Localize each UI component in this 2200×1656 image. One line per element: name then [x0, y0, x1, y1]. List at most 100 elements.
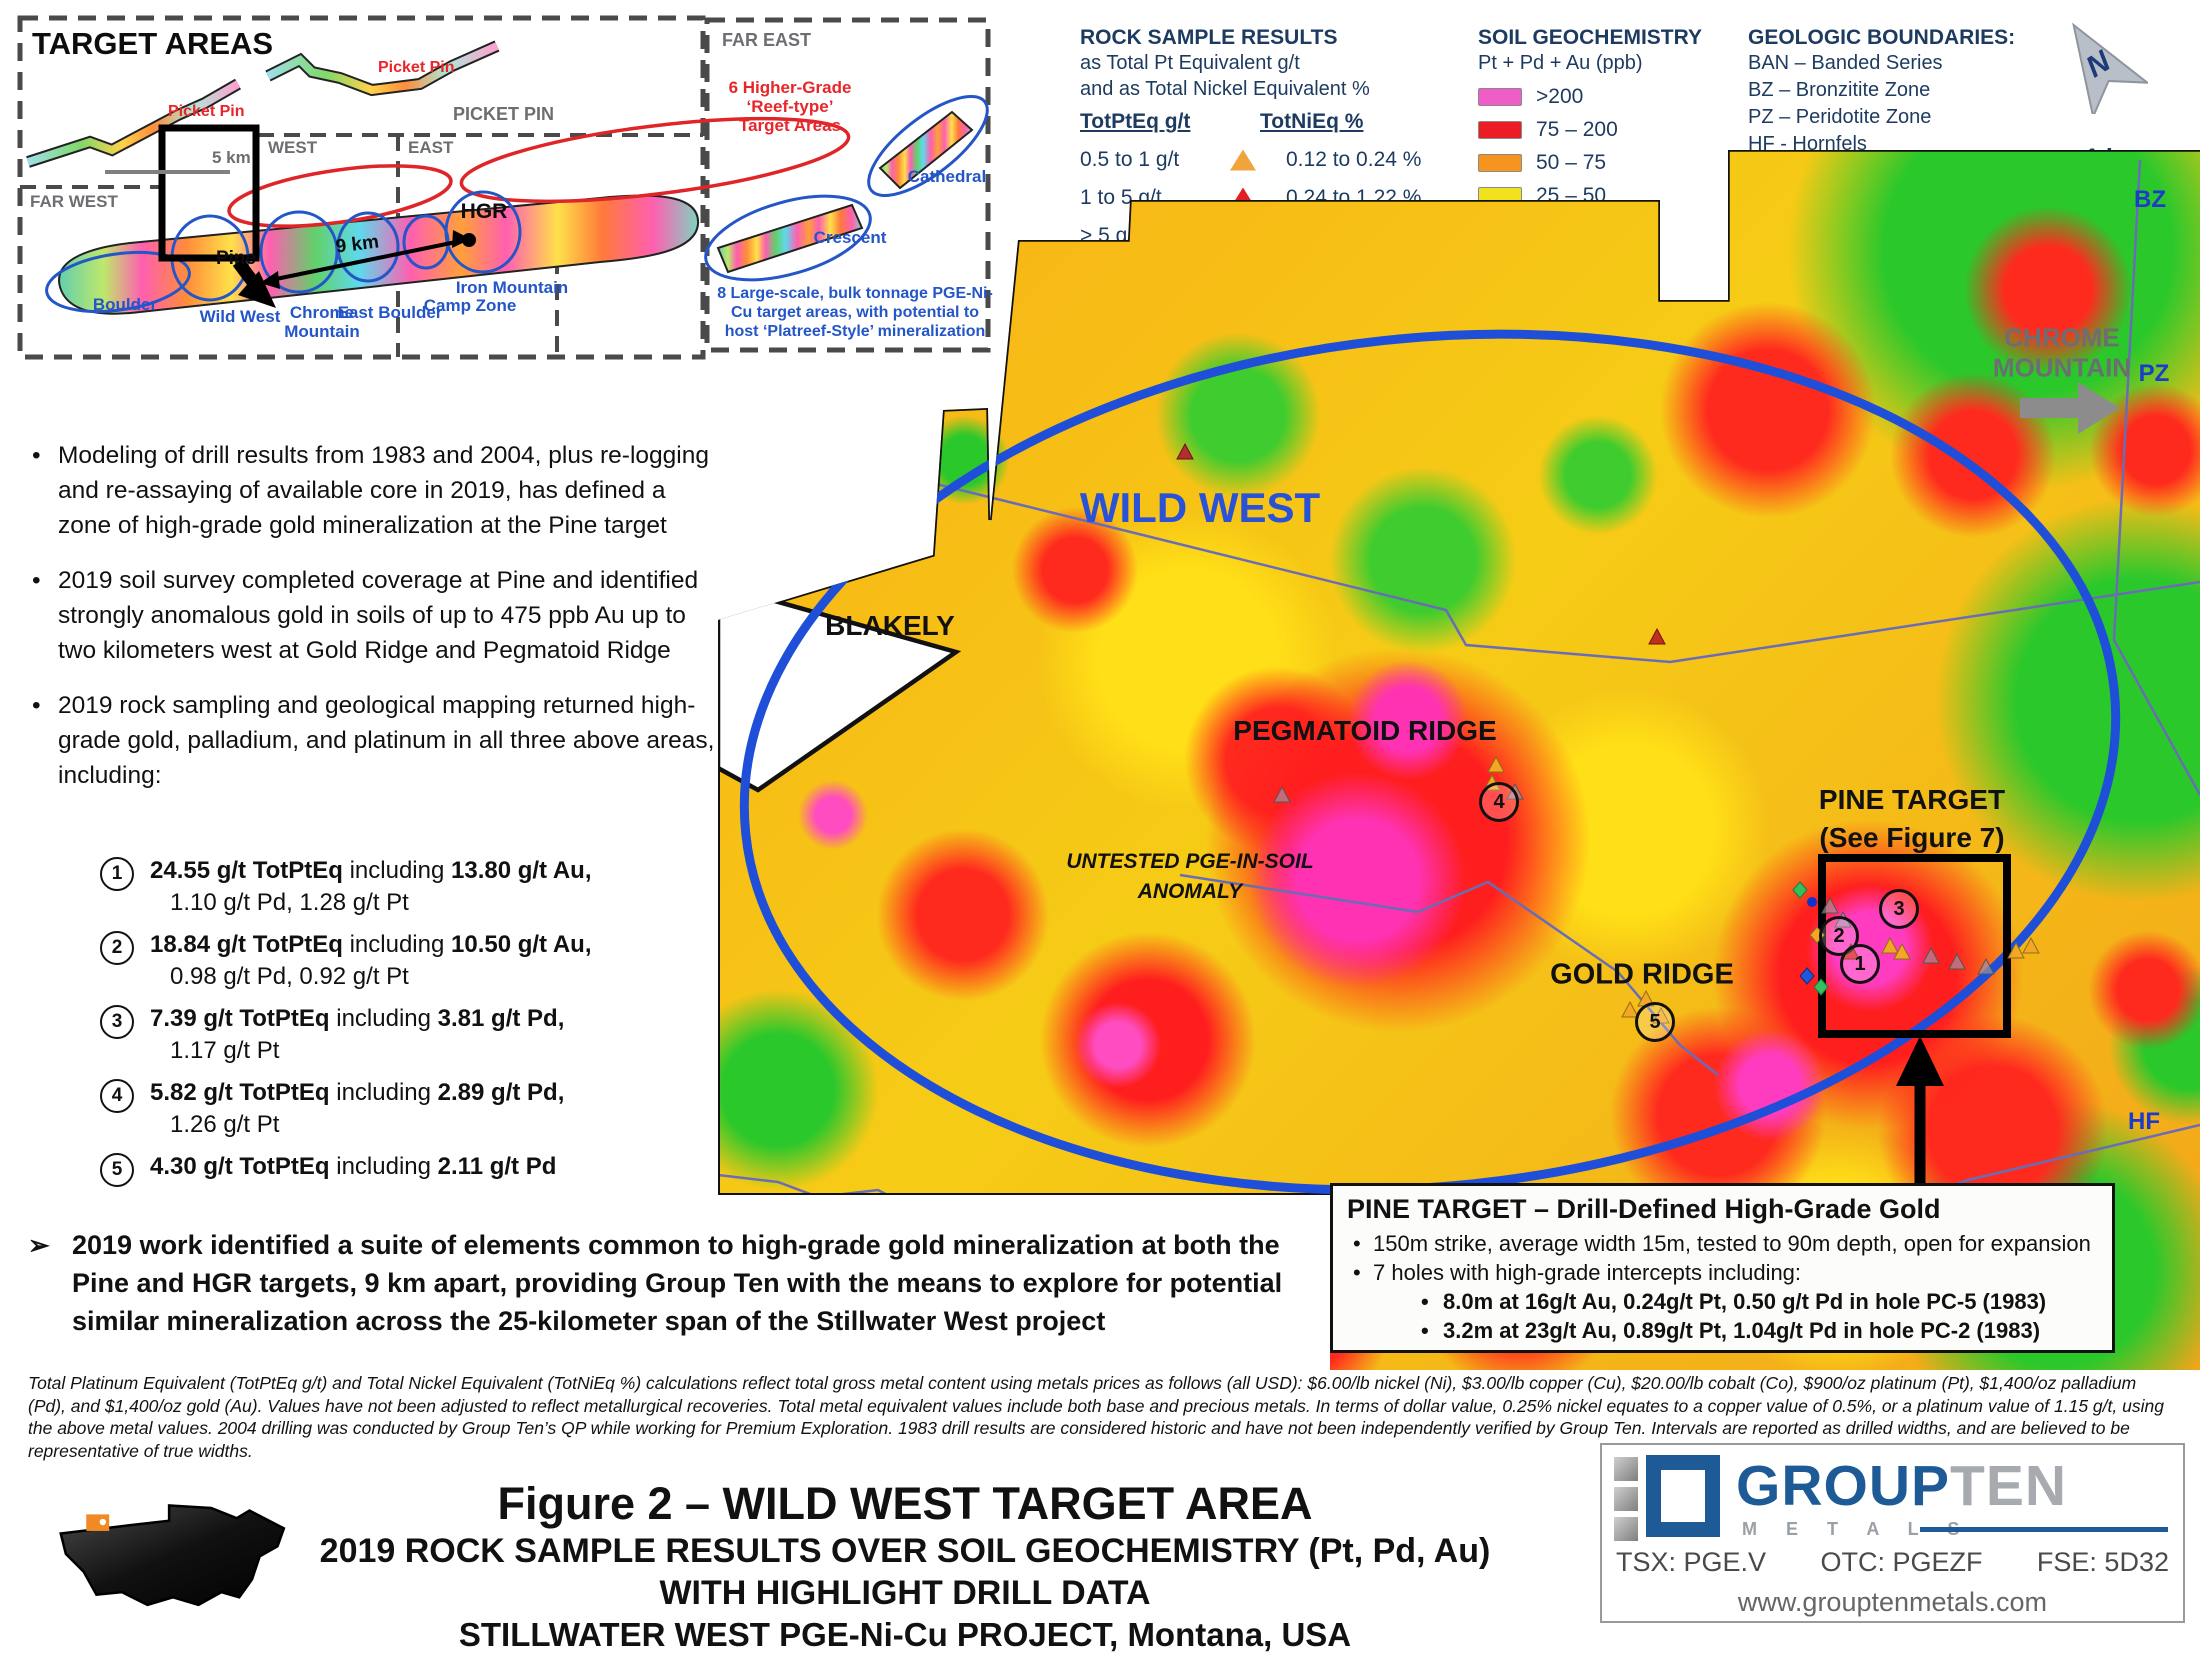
swatch-magenta [1478, 88, 1522, 106]
inset-camp-zone-label: Camp Zone [424, 296, 517, 315]
callout-title: PINE TARGET – Drill-Defined High-Grade G… [1347, 1194, 1941, 1224]
montana-highlight [86, 1514, 110, 1531]
result-item-5: 5 4.30 g/t TotPtEq including 2.11 g/t Pd [92, 1151, 712, 1187]
ticker-fse: FSE: 5D32 [2036, 1547, 2169, 1577]
north-arrow-icon: N [2072, 22, 2148, 114]
map-label-chrome-1: CHROME [2004, 322, 2120, 353]
bulk-note-line3: host ‘Platreef-Style’ mineralization [725, 323, 986, 340]
usa-location-map [59, 1504, 286, 1607]
arrow-bullet-icon: ➢ [28, 1230, 50, 1260]
callout-bullet-1: • 150m strike, average width 15m, tested … [1353, 1231, 2091, 1256]
caption-line-2: 2019 ROCK SAMPLE RESULTS OVER SOIL GEOCH… [319, 1532, 1491, 1570]
reef-note-line2: ‘Reef-type’ [747, 97, 834, 116]
rock-legend-row: 0.5 to 1 g/t 0.12 to 0.24 % [1080, 148, 1422, 171]
map-label-blakely: BLAKELY [825, 610, 955, 641]
map-label-wild-west: WILD WEST [1079, 484, 1321, 531]
map-circle-4: 4 [1479, 782, 1519, 822]
geologic-boundaries-legend: GEOLOGIC BOUNDARIES: BAN – Banded Series… [1748, 26, 2048, 158]
circled-number: 1 [100, 857, 134, 891]
inset-boulder-label: Boulder [93, 295, 158, 314]
callout-sub-2: • 3.2m at 23g/t Au, 0.89g/t Pt, 1.04g/t P… [1421, 1318, 2041, 1343]
inset-far-west-label: FAR WEST [30, 192, 118, 211]
pine-target-callout: PINE TARGET – Drill-Defined High-Grade G… [1330, 1183, 2115, 1353]
map-label-gold-ridge: GOLD RIDGE [1550, 958, 1734, 991]
inset-far-east-label: FAR EAST [722, 30, 811, 50]
inset-far-east-border [704, 17, 991, 353]
map-label-bz: BZ [2134, 186, 2166, 213]
boulder-direction-arrow-icon [760, 396, 860, 448]
map-label-chrome-2: MOUNTAIN [1992, 352, 2132, 383]
reef-ellipse-east [459, 116, 851, 204]
logo-wordmark: GROUPTEN [1736, 1454, 2068, 1518]
logo-square-icon [1614, 1517, 1638, 1541]
picket-pin-red-label-2: Picket Pin [378, 59, 454, 76]
rock-sample-results-list: 1 24.55 g/t TotPtEq including 13.80 g/t … [92, 855, 712, 1193]
callout-sub-1: • 8.0m at 16g/t Au, 0.24g/t Pt, 0.50 g/t … [1421, 1289, 2047, 1314]
logo-square-icon [1614, 1487, 1638, 1511]
hgr-dot [462, 233, 476, 247]
map-label-untested-2: ANOMALY [1137, 880, 1243, 903]
map-label-untested-1: UNTESTED PGE-IN-SOIL [1066, 850, 1314, 873]
circled-number: 3 [100, 1005, 134, 1039]
map-label-boulder: BOULDER [749, 374, 879, 405]
rock-legend-sub2: and as Total Nickel Equivalent % [1080, 78, 1370, 100]
reef-note-line3: Target Areas [739, 116, 841, 135]
map-label-pegmatoid-ridge: PEGMATOID RIDGE [1233, 715, 1497, 746]
swatch-orange [1478, 154, 1522, 172]
summary-bullets: • Modeling of drill results from 1983 and… [28, 438, 718, 813]
nine-km-arrow [275, 240, 457, 281]
inset-chrome-label-1: Chrome [290, 303, 354, 322]
map-circle-1: 1 [1840, 944, 1880, 984]
map-label-pz: PZ [2138, 360, 2170, 387]
picket-pin-red-label-1: Picket Pin [168, 103, 244, 120]
rock-legend-sub1: as Total Pt Equivalent g/t [1080, 52, 1300, 74]
inset-east-boulder-label: East Boulder [338, 303, 443, 322]
key-takeaway: ➢ 2019 work identified a suite of elemen… [28, 1226, 1318, 1340]
geo-legend-title: GEOLOGIC BOUNDARIES: [1748, 26, 2016, 49]
inset-cathedral-blob [878, 110, 974, 190]
geo-item-pz: PZ – Peridotite Zone [1748, 106, 1932, 128]
map-label-hf: HF [2128, 1108, 2160, 1135]
inset-crescent-blob [716, 203, 864, 274]
logo-metals-text: M E T A L S [1742, 1519, 1972, 1539]
inset-iron-mountain-label: Iron Mountain [456, 278, 568, 297]
orange-triangle-icon [1230, 149, 1256, 171]
footnote: Total Platinum Equivalent (TotPtEq g/t) … [28, 1373, 2164, 1461]
map-circle-5: 5 [1635, 1002, 1675, 1042]
inset-west-label: WEST [268, 138, 318, 157]
result-item-4: 4 5.82 g/t TotPtEq including 2.89 g/t Pd… [92, 1077, 712, 1141]
rock-col1-header: TotPtEq g/t [1080, 110, 1191, 133]
swatch-red [1478, 121, 1522, 139]
claim-boundary-line [718, 150, 2200, 622]
logo-square-icon [1614, 1457, 1638, 1481]
bulk-note-line1: 8 Large-scale, bulk tonnage PGE-Ni- [717, 285, 993, 302]
result-item-3: 3 7.39 g/t TotPtEq including 3.81 g/t Pd… [92, 1003, 712, 1067]
wild-west-highlight-box [158, 124, 260, 262]
circled-number: 2 [100, 931, 134, 965]
callout-bullet-2: • 7 holes with high-grade intercepts incl… [1353, 1260, 1802, 1285]
result-item-1: 1 24.55 g/t TotPtEq including 13.80 g/t … [92, 855, 712, 919]
bullet-rock-sampling: • 2019 rock sampling and geological mappi… [32, 692, 715, 789]
figure-caption: Figure 2 – WILD WEST TARGET AREA 2019 RO… [250, 1478, 1560, 1656]
reef-note-line1: 6 Higher-Grade [729, 78, 852, 97]
rock-col2-header: TotNiEq % [1260, 110, 1364, 133]
ticker-otc: OTC: PGEZF [1820, 1547, 1983, 1577]
wild-west-boundary-ellipse [739, 329, 2121, 1195]
inset-wild-west-label: Wild West [200, 307, 281, 326]
website-url: www.grouptenmetals.com [1737, 1587, 2048, 1617]
bullet-modeling: • Modeling of drill results from 1983 and… [32, 442, 709, 539]
project-location-dot [99, 1518, 107, 1526]
geo-item-ban: BAN – Banded Series [1748, 52, 1943, 74]
map-label-pine-target-2: (See Figure 7) [1819, 822, 2005, 853]
inset-title: TARGET AREAS [32, 26, 273, 61]
soil-legend-row: >200 [1478, 85, 1728, 109]
inset-pine-label: Pine [216, 248, 256, 269]
map-circle-3: 3 [1879, 889, 1919, 929]
reef-ellipse-west [227, 164, 453, 228]
soil-legend-row: 50 – 75 [1478, 151, 1728, 175]
target-areas-inset-map: TARGET AREAS 5 km FAR WEST WEST EAST FAR… [17, 15, 993, 360]
chrome-direction-arrow-icon [2020, 382, 2120, 434]
bulk-note-line2: Cu target areas, with potential to [731, 304, 979, 321]
inset-picket-pin-label: PICKET PIN [453, 104, 554, 124]
